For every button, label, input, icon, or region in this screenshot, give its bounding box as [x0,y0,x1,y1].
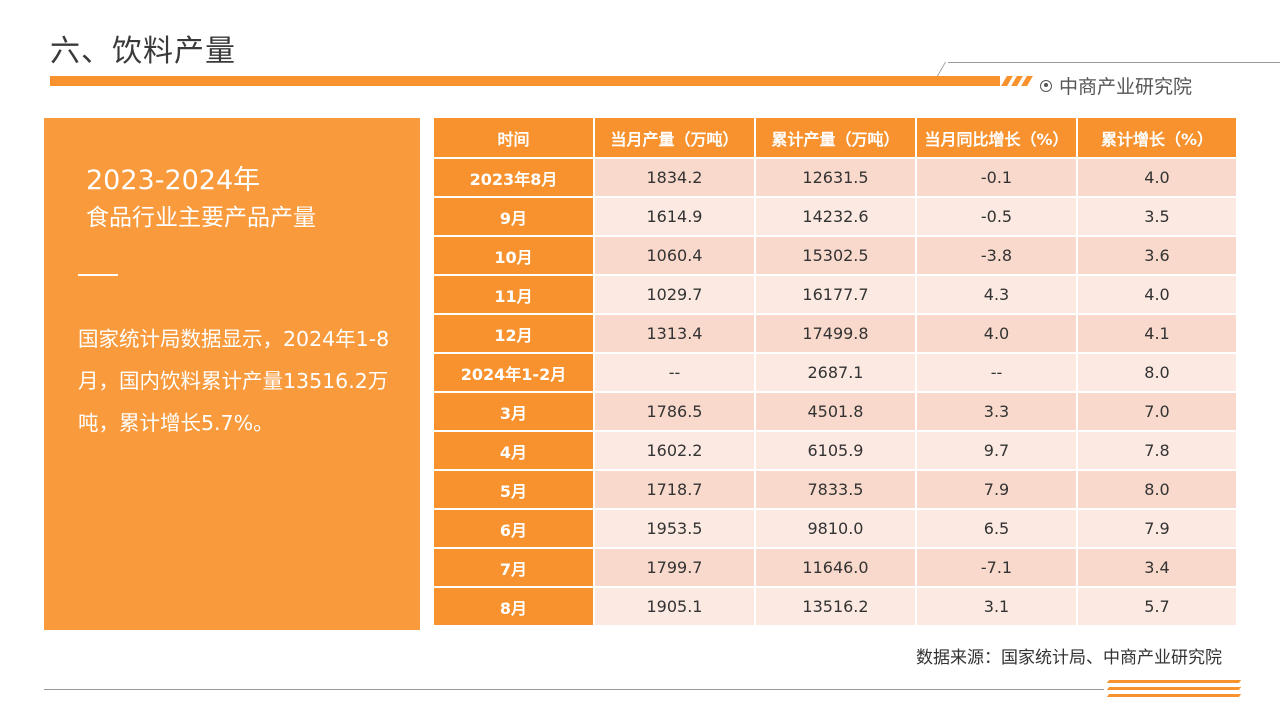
cell-time: 11月 [434,275,595,315]
table-row: 12月 1313.4 17499.8 4.0 4.1 [434,314,1236,354]
cell-monthly-output: 1614.9 [594,197,756,237]
table-row: 2023年8月 1834.2 12631.5 -0.1 4.0 [434,158,1236,198]
cell-monthly-yoy: -3.8 [916,236,1078,276]
cell-monthly-output: 1718.7 [594,470,756,510]
cell-time: 5月 [434,470,595,510]
cell-time: 6月 [434,509,595,549]
cell-cumulative-growth: 4.0 [1077,275,1236,315]
table-row: 8月 1905.1 13516.2 3.1 5.7 [434,587,1236,627]
cell-monthly-yoy: 6.5 [916,509,1078,549]
table-row: 3月 1786.5 4501.8 3.3 7.0 [434,392,1236,432]
header-rule-slant [936,62,947,76]
target-circle-icon [1040,79,1052,92]
title-stripes-decoration [1000,76,1033,86]
cell-cumulative-growth: 4.1 [1077,314,1236,354]
table-row: 10月 1060.4 15302.5 -3.8 3.6 [434,236,1236,276]
cell-monthly-yoy: -0.1 [916,158,1078,198]
cell-time: 10月 [434,236,595,276]
cell-monthly-output: 1953.5 [594,509,756,549]
header-time: 时间 [434,118,595,159]
cell-time: 7月 [434,548,595,588]
cell-cumulative-growth: 4.0 [1077,158,1236,198]
table-row: 6月 1953.5 9810.0 6.5 7.9 [434,509,1236,549]
cell-cumulative-output: 4501.8 [755,392,917,432]
cell-cumulative-growth: 7.8 [1077,431,1236,471]
cell-monthly-output: 1313.4 [594,314,756,354]
cell-time: 12月 [434,314,595,354]
table-row: 2024年1-2月 -- 2687.1 -- 8.0 [434,353,1236,393]
table-body: 2023年8月 1834.2 12631.5 -0.1 4.0 9月 1614.9 14232… [434,158,1236,627]
cell-monthly-output: 1905.1 [594,587,756,627]
cell-cumulative-output: 7833.5 [755,470,917,510]
cell-monthly-yoy: 3.3 [916,392,1078,432]
panel-title-years: 2023-2024年 [86,165,261,196]
cell-cumulative-output: 15302.5 [755,236,917,276]
table-row: 4月 1602.2 6105.9 9.7 7.8 [434,431,1236,471]
table-row: 5月 1718.7 7833.5 7.9 8.0 [434,470,1236,510]
cell-cumulative-growth: 7.0 [1077,392,1236,432]
cell-cumulative-output: 14232.6 [755,197,917,237]
cell-monthly-yoy: 4.0 [916,314,1078,354]
cell-time: 2023年8月 [434,158,595,198]
cell-cumulative-output: 11646.0 [755,548,917,588]
data-source-note: 数据来源：国家统计局、中商产业研究院 [916,648,1222,668]
cell-cumulative-growth: 7.9 [1077,509,1236,549]
cell-time: 4月 [434,431,595,471]
cell-monthly-output: -- [594,353,756,393]
cell-monthly-yoy: 3.1 [916,587,1078,627]
cell-cumulative-output: 6105.9 [755,431,917,471]
brand-logo: 中商产业研究院 [1040,72,1192,99]
cell-monthly-output: 1060.4 [594,236,756,276]
cell-time: 2024年1-2月 [434,353,595,393]
cell-monthly-output: 1602.2 [594,431,756,471]
cell-time: 9月 [434,197,595,237]
cell-cumulative-growth: 3.5 [1077,197,1236,237]
panel-description: 国家统计局数据显示，2024年1-8月，国内饮料累计产量13516.2万吨，累计… [78,327,390,435]
panel-title-subject: 食品行业主要产品产量 [86,205,316,231]
cell-cumulative-output: 9810.0 [755,509,917,549]
cell-cumulative-growth: 3.6 [1077,236,1236,276]
cell-cumulative-output: 17499.8 [755,314,917,354]
cell-monthly-yoy: 4.3 [916,275,1078,315]
title-accent-bar [50,76,1000,86]
summary-panel: 2023-2024年 食品行业主要产品产量 国家统计局数据显示，2024年1-8… [44,118,420,630]
cell-time: 3月 [434,392,595,432]
cell-cumulative-output: 12631.5 [755,158,917,198]
page-title: 六、饮料产量 [50,34,236,69]
table-row: 11月 1029.7 16177.7 4.3 4.0 [434,275,1236,315]
cell-monthly-yoy: 9.7 [916,431,1078,471]
header-rule [948,62,1280,63]
cell-monthly-yoy: -- [916,353,1078,393]
cell-cumulative-growth: 5.7 [1077,587,1236,627]
header-cumulative-output: 累计产量（万吨） [755,118,917,159]
table-row: 9月 1614.9 14232.6 -0.5 3.5 [434,197,1236,237]
cell-monthly-yoy: -7.1 [916,548,1078,588]
header-monthly-yoy: 当月同比增长（%） [916,118,1078,159]
panel-divider [78,274,118,276]
brand-name: 中商产业研究院 [1059,76,1193,98]
production-table: 时间 当月产量（万吨） 累计产量（万吨） 当月同比增长（%） 累计增长（%） 2… [434,118,1236,627]
table-header-row: 时间 当月产量（万吨） 累计产量（万吨） 当月同比增长（%） 累计增长（%） [434,118,1236,159]
cell-monthly-output: 1786.5 [594,392,756,432]
cell-monthly-output: 1029.7 [594,275,756,315]
cell-cumulative-growth: 8.0 [1077,353,1236,393]
header-monthly-output: 当月产量（万吨） [594,118,756,159]
cell-cumulative-growth: 8.0 [1077,470,1236,510]
footer-stripes-decoration [1106,680,1242,698]
cell-cumulative-output: 2687.1 [755,353,917,393]
cell-cumulative-output: 16177.7 [755,275,917,315]
cell-cumulative-output: 13516.2 [755,587,917,627]
cell-monthly-output: 1799.7 [594,548,756,588]
cell-cumulative-growth: 3.4 [1077,548,1236,588]
cell-time: 8月 [434,587,595,627]
cell-monthly-yoy: -0.5 [916,197,1078,237]
table-row: 7月 1799.7 11646.0 -7.1 3.4 [434,548,1236,588]
cell-monthly-yoy: 7.9 [916,470,1078,510]
header-cumulative-growth: 累计增长（%） [1077,118,1236,159]
cell-monthly-output: 1834.2 [594,158,756,198]
footer-rule [44,689,1104,690]
